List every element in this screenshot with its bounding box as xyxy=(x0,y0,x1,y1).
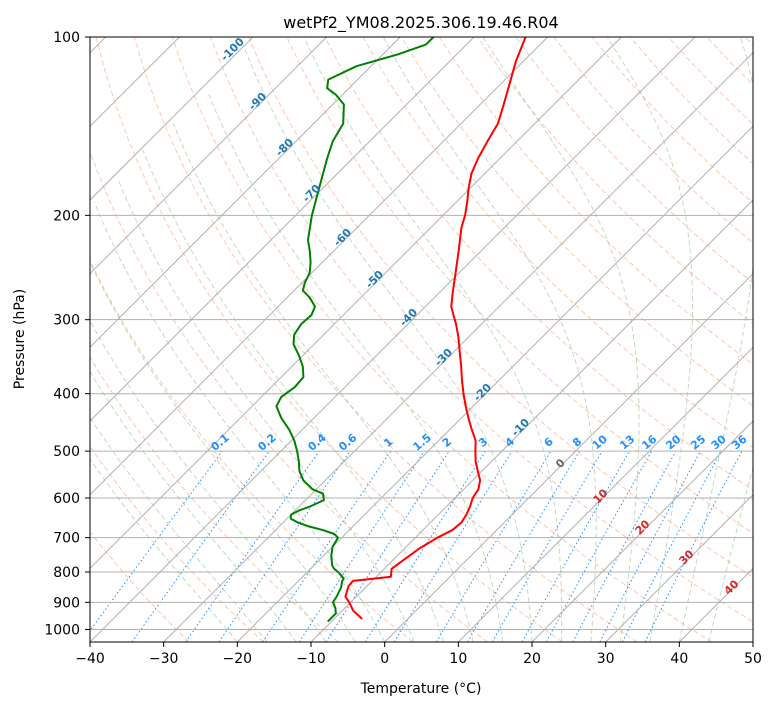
y-tick-label: 200 xyxy=(53,208,80,224)
x-tick-label: 40 xyxy=(670,651,688,667)
y-tick-label: 700 xyxy=(53,531,80,547)
y-tick-label: 500 xyxy=(53,444,80,460)
y-tick-label: 900 xyxy=(53,595,80,611)
y-tick-label: 400 xyxy=(53,387,80,403)
y-tick-label: 1000 xyxy=(44,622,80,638)
x-tick-label: 10 xyxy=(449,651,467,667)
y-tick-label: 300 xyxy=(53,313,80,329)
x-axis-label: Temperature (°C) xyxy=(360,681,482,697)
x-tick-label: 20 xyxy=(523,651,541,667)
y-tick-label: 600 xyxy=(53,491,80,507)
plot-area xyxy=(90,37,753,642)
y-tick-label: 100 xyxy=(53,30,80,46)
x-tick-label: −20 xyxy=(223,651,253,667)
y-axis-label: Pressure (hPa) xyxy=(12,289,28,389)
x-tick-label: −10 xyxy=(296,651,326,667)
x-tick-label: 30 xyxy=(597,651,615,667)
y-tick-label: 800 xyxy=(53,565,80,581)
x-tick-label: −40 xyxy=(75,651,105,667)
x-tick-label: −30 xyxy=(149,651,179,667)
x-tick-label: 0 xyxy=(380,651,389,667)
x-tick-label: 50 xyxy=(744,651,762,667)
chart-title: wetPf2_YM08.2025.306.19.46.R04 xyxy=(283,13,558,33)
